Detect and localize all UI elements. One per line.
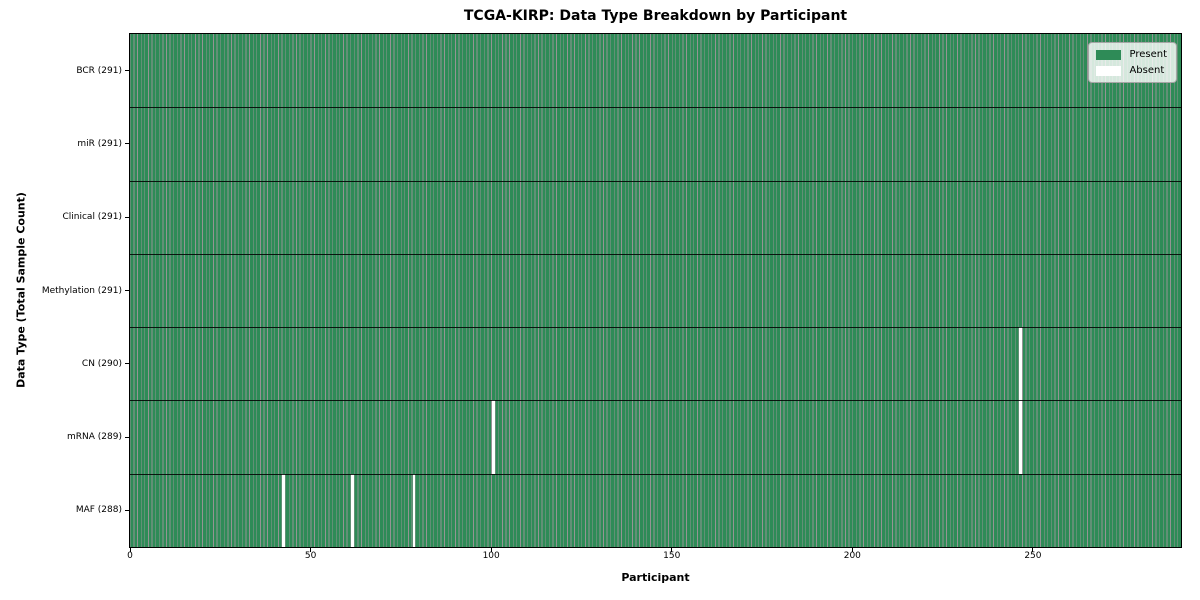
x-tick-mark	[310, 548, 312, 552]
legend: Present Absent	[1088, 42, 1177, 83]
x-axis-label: Participant	[621, 571, 690, 584]
absent-bar-mRNA-246	[1019, 400, 1023, 474]
y-tick-label-MAF: MAF (288)	[75, 505, 122, 516]
y-tick-mark	[125, 363, 129, 365]
chart-title: TCGA-KIRP: Data Type Breakdown by Partic…	[463, 8, 848, 24]
legend-label-present: Present	[1129, 49, 1167, 60]
x-tick-mark	[671, 548, 673, 552]
y-tick-mark	[125, 216, 129, 218]
y-tick-mark	[125, 143, 129, 145]
legend-label-absent: Absent	[1129, 65, 1165, 76]
x-tick-label: 0	[127, 551, 133, 561]
legend-item-present: Present	[1096, 49, 1167, 60]
row-divider	[130, 180, 1181, 182]
x-tick-label: 150	[663, 551, 681, 561]
x-tick-mark	[490, 548, 492, 552]
plot-area: Present Absent	[129, 33, 1182, 548]
y-tick-label-BCR: BCR (291)	[76, 65, 122, 76]
y-tick-label-mRNA: mRNA (289)	[67, 432, 122, 443]
y-tick-label-CN: CN (290)	[81, 358, 122, 369]
legend-swatch-present-icon	[1096, 49, 1122, 60]
legend-item-absent: Absent	[1096, 65, 1167, 76]
x-tick-mark	[1032, 548, 1034, 552]
y-tick-mark	[125, 290, 129, 291]
row-divider	[130, 400, 1181, 402]
x-tick-mark	[851, 548, 853, 552]
row-divider	[130, 107, 1181, 109]
x-tick-label: 200	[843, 551, 861, 561]
y-tick-label-Methylation: Methylation (291)	[41, 285, 122, 296]
legend-swatch-absent-icon	[1096, 65, 1122, 76]
row-divider	[130, 253, 1181, 255]
y-tick-label-Clinical: Clinical (291)	[62, 212, 122, 223]
x-tick-label: 100	[482, 551, 500, 561]
row-divider	[130, 327, 1181, 329]
x-tick-label: 250	[1024, 551, 1042, 561]
row-divider	[130, 473, 1181, 475]
x-tick-label: 50	[304, 551, 317, 561]
y-tick-mark	[125, 509, 129, 511]
absent-bar-CN-246	[1019, 327, 1023, 401]
y-tick-mark	[125, 436, 129, 438]
absent-bar-MAF-61	[351, 473, 354, 547]
absent-bar-MAF-42	[282, 473, 286, 547]
absent-bar-MAF-78	[412, 473, 416, 547]
y-tick-mark	[125, 70, 129, 72]
x-tick-mark	[129, 548, 131, 552]
y-tick-label-miR: miR (291)	[77, 138, 122, 149]
absent-bar-mRNA-100	[491, 400, 495, 474]
